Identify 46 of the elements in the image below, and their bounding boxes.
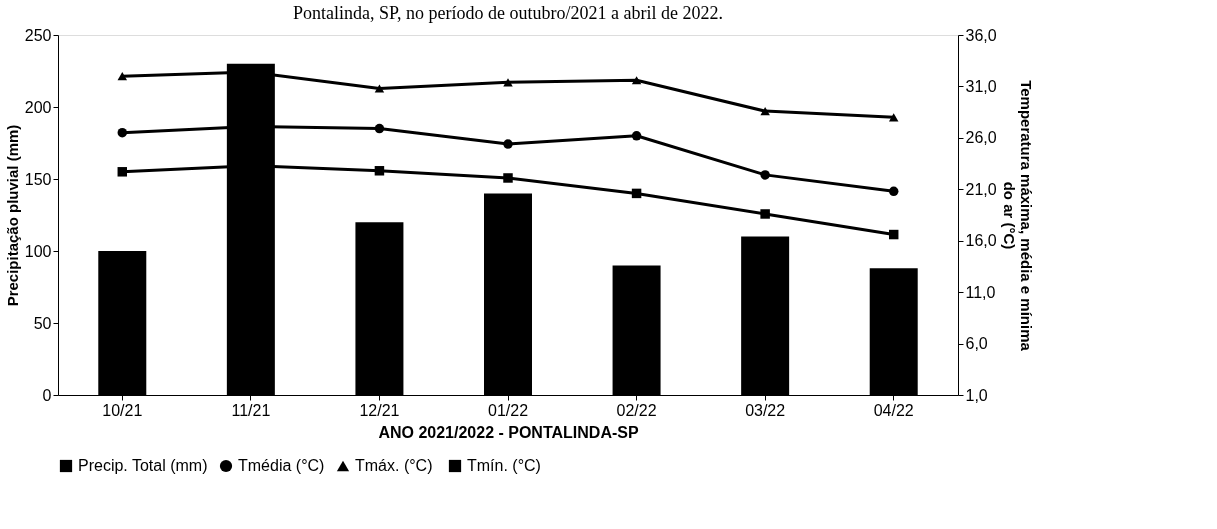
point (888, 229, 899, 240)
y2-axis-title: Temperatura máxima, média e mínima do ar (°C) (1000, 80, 1035, 352)
point (503, 173, 513, 183)
point (760, 209, 770, 219)
y-tick-label: 50 (33, 314, 52, 332)
legend-label: Tmáx. (°C) (355, 457, 433, 474)
point (374, 123, 385, 134)
chart-title: Pontalinda, SP, no período de outubro/2021 a abril de 2022. (293, 3, 723, 23)
point (888, 113, 899, 122)
y-axis-title: Precipitação pluvial (mm) (3, 124, 21, 307)
point (760, 107, 770, 116)
legend-label: Precip. Total (mm) (78, 457, 208, 474)
point (631, 131, 642, 141)
point (117, 127, 128, 138)
point (631, 188, 642, 199)
y-tick-label: 200 (24, 98, 52, 116)
x-axis-title: ANO 2021/2022 - PONTALINDA-SP (378, 423, 639, 441)
x-tick-label: 12/21 (359, 401, 400, 419)
point (503, 139, 513, 149)
point (117, 167, 128, 177)
legend-label: Tmín. (°C) (467, 457, 541, 474)
x-tick-label: 04/22 (873, 401, 914, 419)
y2-tick-label: 36,0 (965, 26, 997, 44)
x-tick-label: 03/22 (745, 401, 786, 419)
point (374, 166, 385, 176)
y2-tick-label: 11,0 (965, 283, 996, 301)
point (631, 76, 642, 85)
y-tick-label: 0 (42, 386, 52, 404)
y2-tick-label: 6,0 (965, 335, 988, 353)
y2-tick-label: 16,0 (965, 232, 997, 250)
y2-tick-label: 21,0 (965, 180, 997, 198)
y-tick-label: 150 (24, 170, 52, 188)
x-tick-label: 10/21 (102, 401, 143, 419)
point (760, 170, 770, 180)
y2-tick-label: 26,0 (965, 129, 997, 147)
legend-label: Tmédia (°C) (238, 457, 325, 474)
y-tick-label: 250 (24, 26, 52, 44)
y2-tick-label: 31,0 (965, 77, 997, 95)
y2-tick-label: 1,0 (965, 386, 988, 404)
x-tick-label: 01/22 (487, 401, 529, 419)
point (374, 84, 385, 93)
point (117, 72, 128, 81)
x-tick-label: 11/21 (231, 401, 271, 419)
y-tick-label: 100 (24, 242, 52, 260)
x-tick-label: 02/22 (616, 401, 657, 419)
point (888, 186, 899, 197)
